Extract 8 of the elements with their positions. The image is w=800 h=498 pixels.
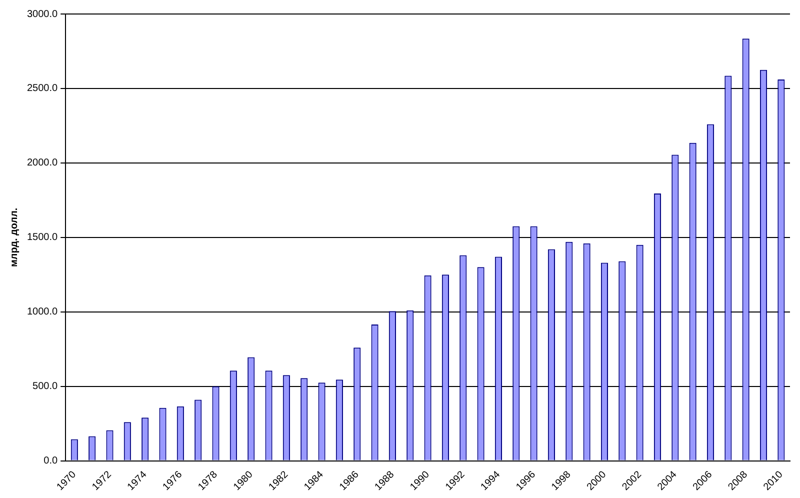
y-tick-label: 2000.0 [26,158,58,169]
y-tick-label: 0.0 [44,456,58,467]
y-tick-label: 3000.0 [26,8,58,20]
y-axis-title: млрд. долл. [8,208,20,267]
y-tick-label: 500.0 [32,381,58,392]
y-tick-label: 2500.0 [26,83,58,94]
y-tick-label: 1000.0 [26,306,58,318]
y-tick-label: 1500.0 [26,232,58,244]
